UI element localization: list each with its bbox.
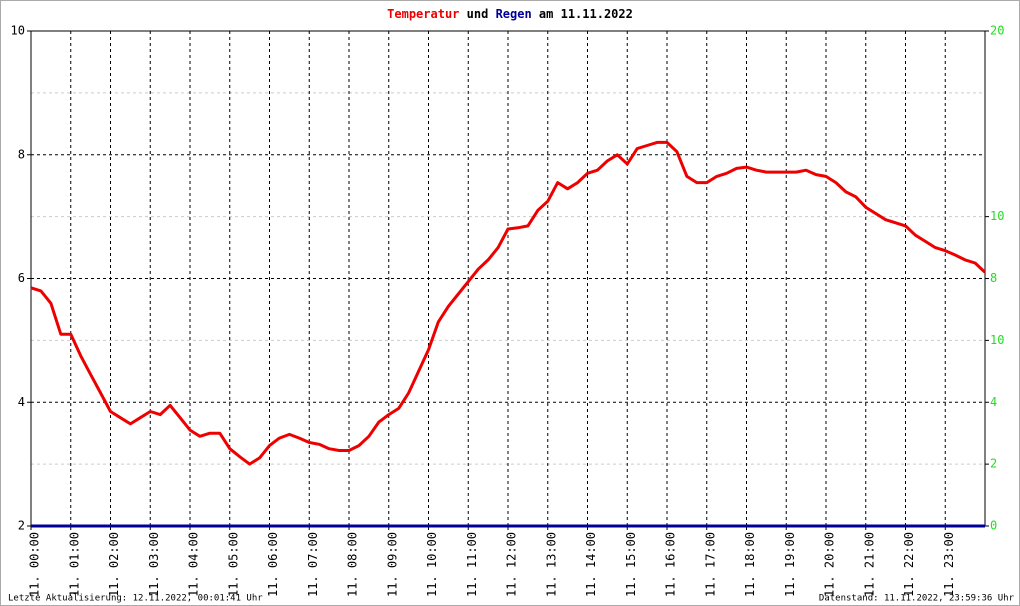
y-tick-label: 4 xyxy=(18,395,25,409)
y-tick-label: 6 xyxy=(18,271,25,285)
title-series-2: Regen xyxy=(496,7,532,21)
x-tick-label: 11. 08:00 xyxy=(346,532,360,597)
y2-tick-label: 4 xyxy=(990,395,997,409)
x-tick-label: 11. 14:00 xyxy=(584,532,598,597)
x-tick-label: 11. 19:00 xyxy=(783,532,797,597)
x-tick-label: 11. 06:00 xyxy=(266,532,280,597)
title-series-1: Temperatur xyxy=(387,7,459,21)
x-tick-label: 11. 17:00 xyxy=(703,532,717,597)
x-tick-label: 11. 01:00 xyxy=(67,532,81,597)
x-tick-label: 11. 20:00 xyxy=(823,532,837,597)
title-suffix: am 11.11.2022 xyxy=(539,7,633,21)
x-tick-label: 11. 02:00 xyxy=(107,532,121,597)
x-tick-label: 11. 10:00 xyxy=(425,532,439,597)
x-tick-label: 11. 09:00 xyxy=(385,532,399,597)
x-tick-label: 11. 03:00 xyxy=(147,532,161,597)
chart-title: Temperatur und Regen am 11.11.2022 xyxy=(387,7,633,21)
series-line xyxy=(30,140,987,466)
axis-frame xyxy=(30,30,986,526)
x-tick-label: 11. 00:00 xyxy=(28,532,42,597)
y-tick-label: 8 xyxy=(18,147,25,161)
y2-tick-label: 20 xyxy=(990,24,1004,38)
y2-tick-label: 0 xyxy=(990,519,997,533)
y-tick-label: 2 xyxy=(18,519,25,533)
y2-tick-label: 10 xyxy=(990,209,1004,223)
y2-tick-label: 10 xyxy=(990,333,1004,347)
x-tick-label: 11. 12:00 xyxy=(505,532,519,597)
title-connector: und xyxy=(467,7,489,21)
footer-left: Letzte Aktualisierung: 12.11.2022, 00:01… xyxy=(8,594,263,604)
y2-tick-label: 8 xyxy=(990,271,997,285)
x-tick-label: 11. 13:00 xyxy=(544,532,558,597)
y-tick-label: 10 xyxy=(11,24,25,38)
footer-right: Datenstand: 11.11.2022, 23:59:36 Uhr xyxy=(819,594,1015,604)
x-tick-label: 11. 04:00 xyxy=(187,532,201,597)
x-tick-label: 11. 05:00 xyxy=(226,532,240,597)
x-tick-label: 11. 22:00 xyxy=(902,532,916,597)
y2-tick-label: 2 xyxy=(990,457,997,471)
x-tick-label: 11. 23:00 xyxy=(942,532,956,597)
x-tick-label: 11. 15:00 xyxy=(624,532,638,597)
x-tick-label: 11. 21:00 xyxy=(862,532,876,597)
x-tick-label: 11. 18:00 xyxy=(743,532,757,597)
x-tick-label: 11. 07:00 xyxy=(306,532,320,597)
x-tick-label: 11. 16:00 xyxy=(664,532,678,597)
x-tick-label: 11. 11:00 xyxy=(465,532,479,597)
